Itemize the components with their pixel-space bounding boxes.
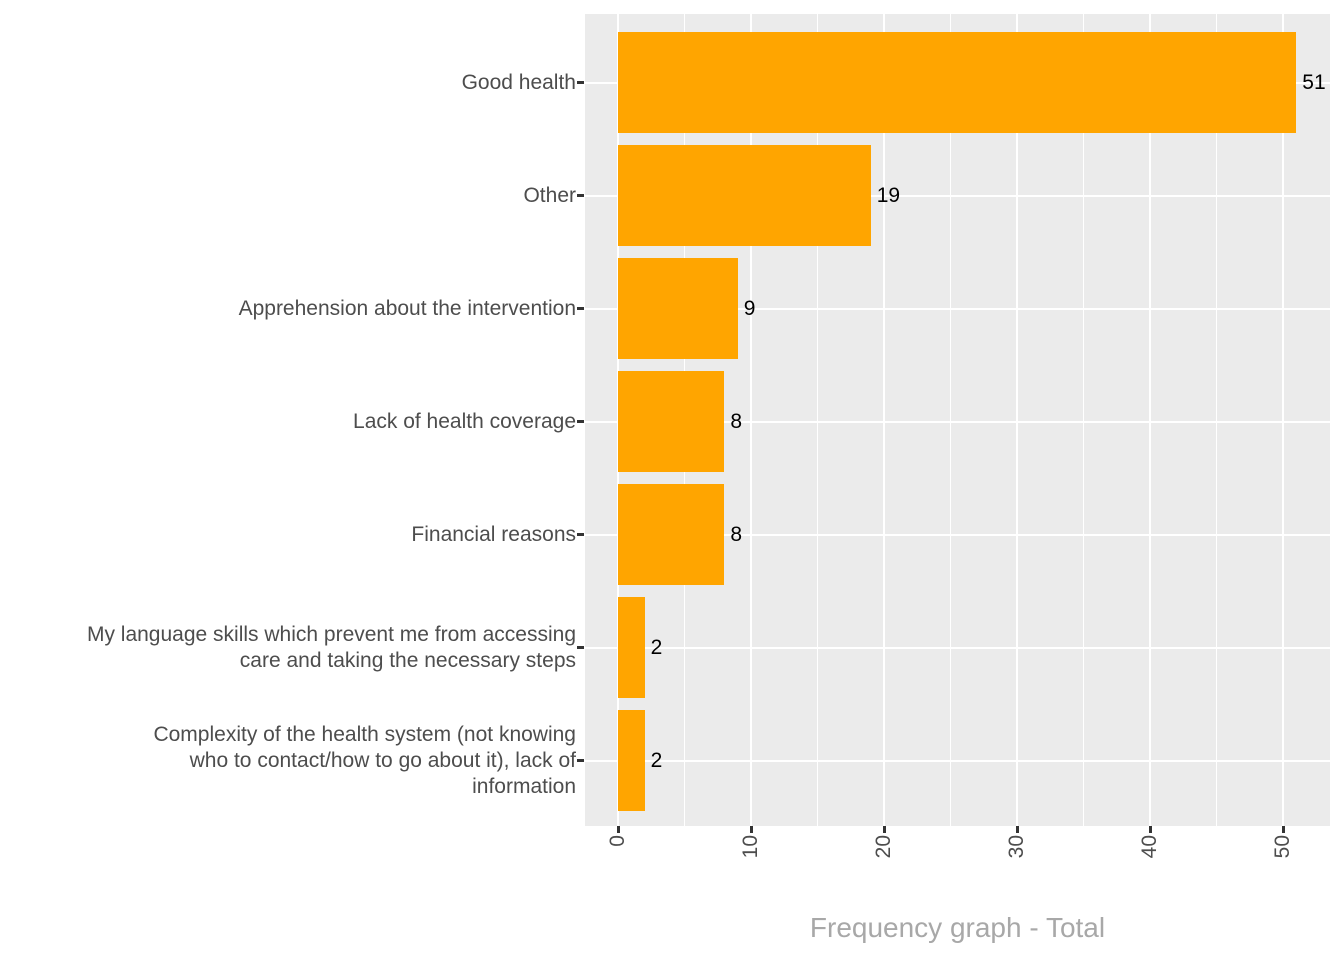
bar-value-label: 51: [1302, 70, 1326, 94]
plot-panel: 51 19 9 8 8 2 2: [585, 14, 1330, 826]
category-label-other: Other: [523, 183, 576, 207]
x-gridline-minor: [1216, 14, 1217, 826]
chart-bar-good-health: [618, 32, 1297, 133]
y-axis-tick-mark: [577, 646, 584, 649]
x-gridline-major: [1149, 14, 1151, 826]
x-gridline-minor: [950, 14, 951, 826]
category-label-good-health: Good health: [461, 70, 576, 94]
category-label-apprehension-about-the: Apprehension about the intervention: [238, 296, 576, 320]
y-gridline-major: [585, 194, 1330, 197]
chart-bar-lack-of-health: [618, 371, 725, 472]
x-axis-tick-mark: [882, 826, 886, 833]
x-axis-tick-mark: [616, 826, 620, 833]
y-axis-tick-mark: [577, 307, 584, 310]
y-gridline-major: [585, 307, 1330, 310]
y-axis-tick-mark: [577, 194, 584, 197]
bar-value-label: 8: [730, 522, 743, 546]
x-gridline-major: [1016, 14, 1018, 826]
y-gridline-major: [585, 533, 1330, 536]
category-label-complexity-of-the: Complexity of the health system (not kno…: [153, 722, 576, 798]
x-gridline-major: [750, 14, 752, 826]
y-axis-tick-mark: [577, 420, 584, 423]
y-gridline-major: [585, 759, 1330, 762]
x-axis-tick-mark: [1015, 826, 1019, 833]
y-gridline-major: [585, 420, 1330, 423]
bar-value-label: 2: [650, 748, 663, 772]
bar-value-label: 19: [876, 183, 901, 207]
bar-value-label: 2: [650, 635, 663, 659]
x-gridline-major: [883, 14, 885, 826]
y-gridline-major: [585, 646, 1330, 649]
x-axis-title: Frequency graph - Total: [809, 912, 1106, 943]
x-gridline-minor: [817, 14, 818, 826]
y-axis-tick-mark: [577, 533, 584, 536]
x-axis-tick-label: 20: [872, 835, 895, 859]
x-axis-tick-label: 40: [1138, 835, 1161, 859]
x-axis-tick-label: 50: [1271, 835, 1294, 859]
category-label-lack-of-health: Lack of health coverage: [353, 409, 576, 433]
bar-value-label: 8: [730, 409, 743, 433]
x-axis-tick-label: 10: [739, 835, 762, 859]
x-axis-tick-label: 0: [606, 835, 629, 847]
chart-bar-my-language-skills: [618, 597, 645, 698]
x-axis-tick-label: 30: [1005, 835, 1028, 859]
category-label-financial-reasons: Financial reasons: [411, 522, 576, 546]
chart-bar-other: [618, 145, 871, 246]
bar-value-label: 9: [743, 296, 756, 320]
y-axis-tick-mark: [577, 759, 584, 762]
y-axis-tick-mark: [577, 81, 584, 84]
x-axis-tick-mark: [1281, 826, 1285, 833]
chart-bar-financial-reasons: [618, 484, 725, 585]
x-axis-tick-mark: [1148, 826, 1152, 833]
x-gridline-major: [1282, 14, 1284, 826]
chart-bar-apprehension-about-the: [618, 258, 738, 359]
category-label-my-language-skills: My language skills which prevent me from…: [86, 622, 576, 672]
x-gridline-minor: [1083, 14, 1084, 826]
chart-bar-complexity-of-the: [618, 710, 645, 811]
x-axis-tick-mark: [749, 826, 753, 833]
